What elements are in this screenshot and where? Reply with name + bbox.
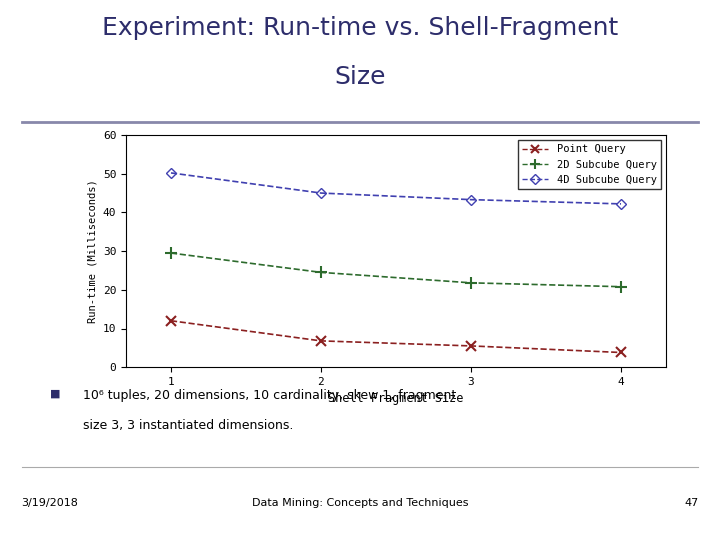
Text: Data Mining: Concepts and Techniques: Data Mining: Concepts and Techniques <box>252 497 468 508</box>
X-axis label: Shell Fragment Size: Shell Fragment Size <box>328 393 464 406</box>
Text: 47: 47 <box>684 497 698 508</box>
Text: Experiment: Run-time vs. Shell-Fragment: Experiment: Run-time vs. Shell-Fragment <box>102 16 618 40</box>
Y-axis label: Run-time (Milliseconds): Run-time (Milliseconds) <box>87 179 97 323</box>
Text: ■: ■ <box>50 389 61 399</box>
Text: size 3, 3 instantiated dimensions.: size 3, 3 instantiated dimensions. <box>83 418 293 431</box>
Text: 3/19/2018: 3/19/2018 <box>22 497 78 508</box>
Text: Size: Size <box>334 65 386 89</box>
Text: 10⁶ tuples, 20 dimensions, 10 cardinality, skew 1, fragment: 10⁶ tuples, 20 dimensions, 10 cardinalit… <box>83 389 456 402</box>
Legend: Point Query, 2D Subcube Query, 4D Subcube Query: Point Query, 2D Subcube Query, 4D Subcub… <box>518 140 661 189</box>
